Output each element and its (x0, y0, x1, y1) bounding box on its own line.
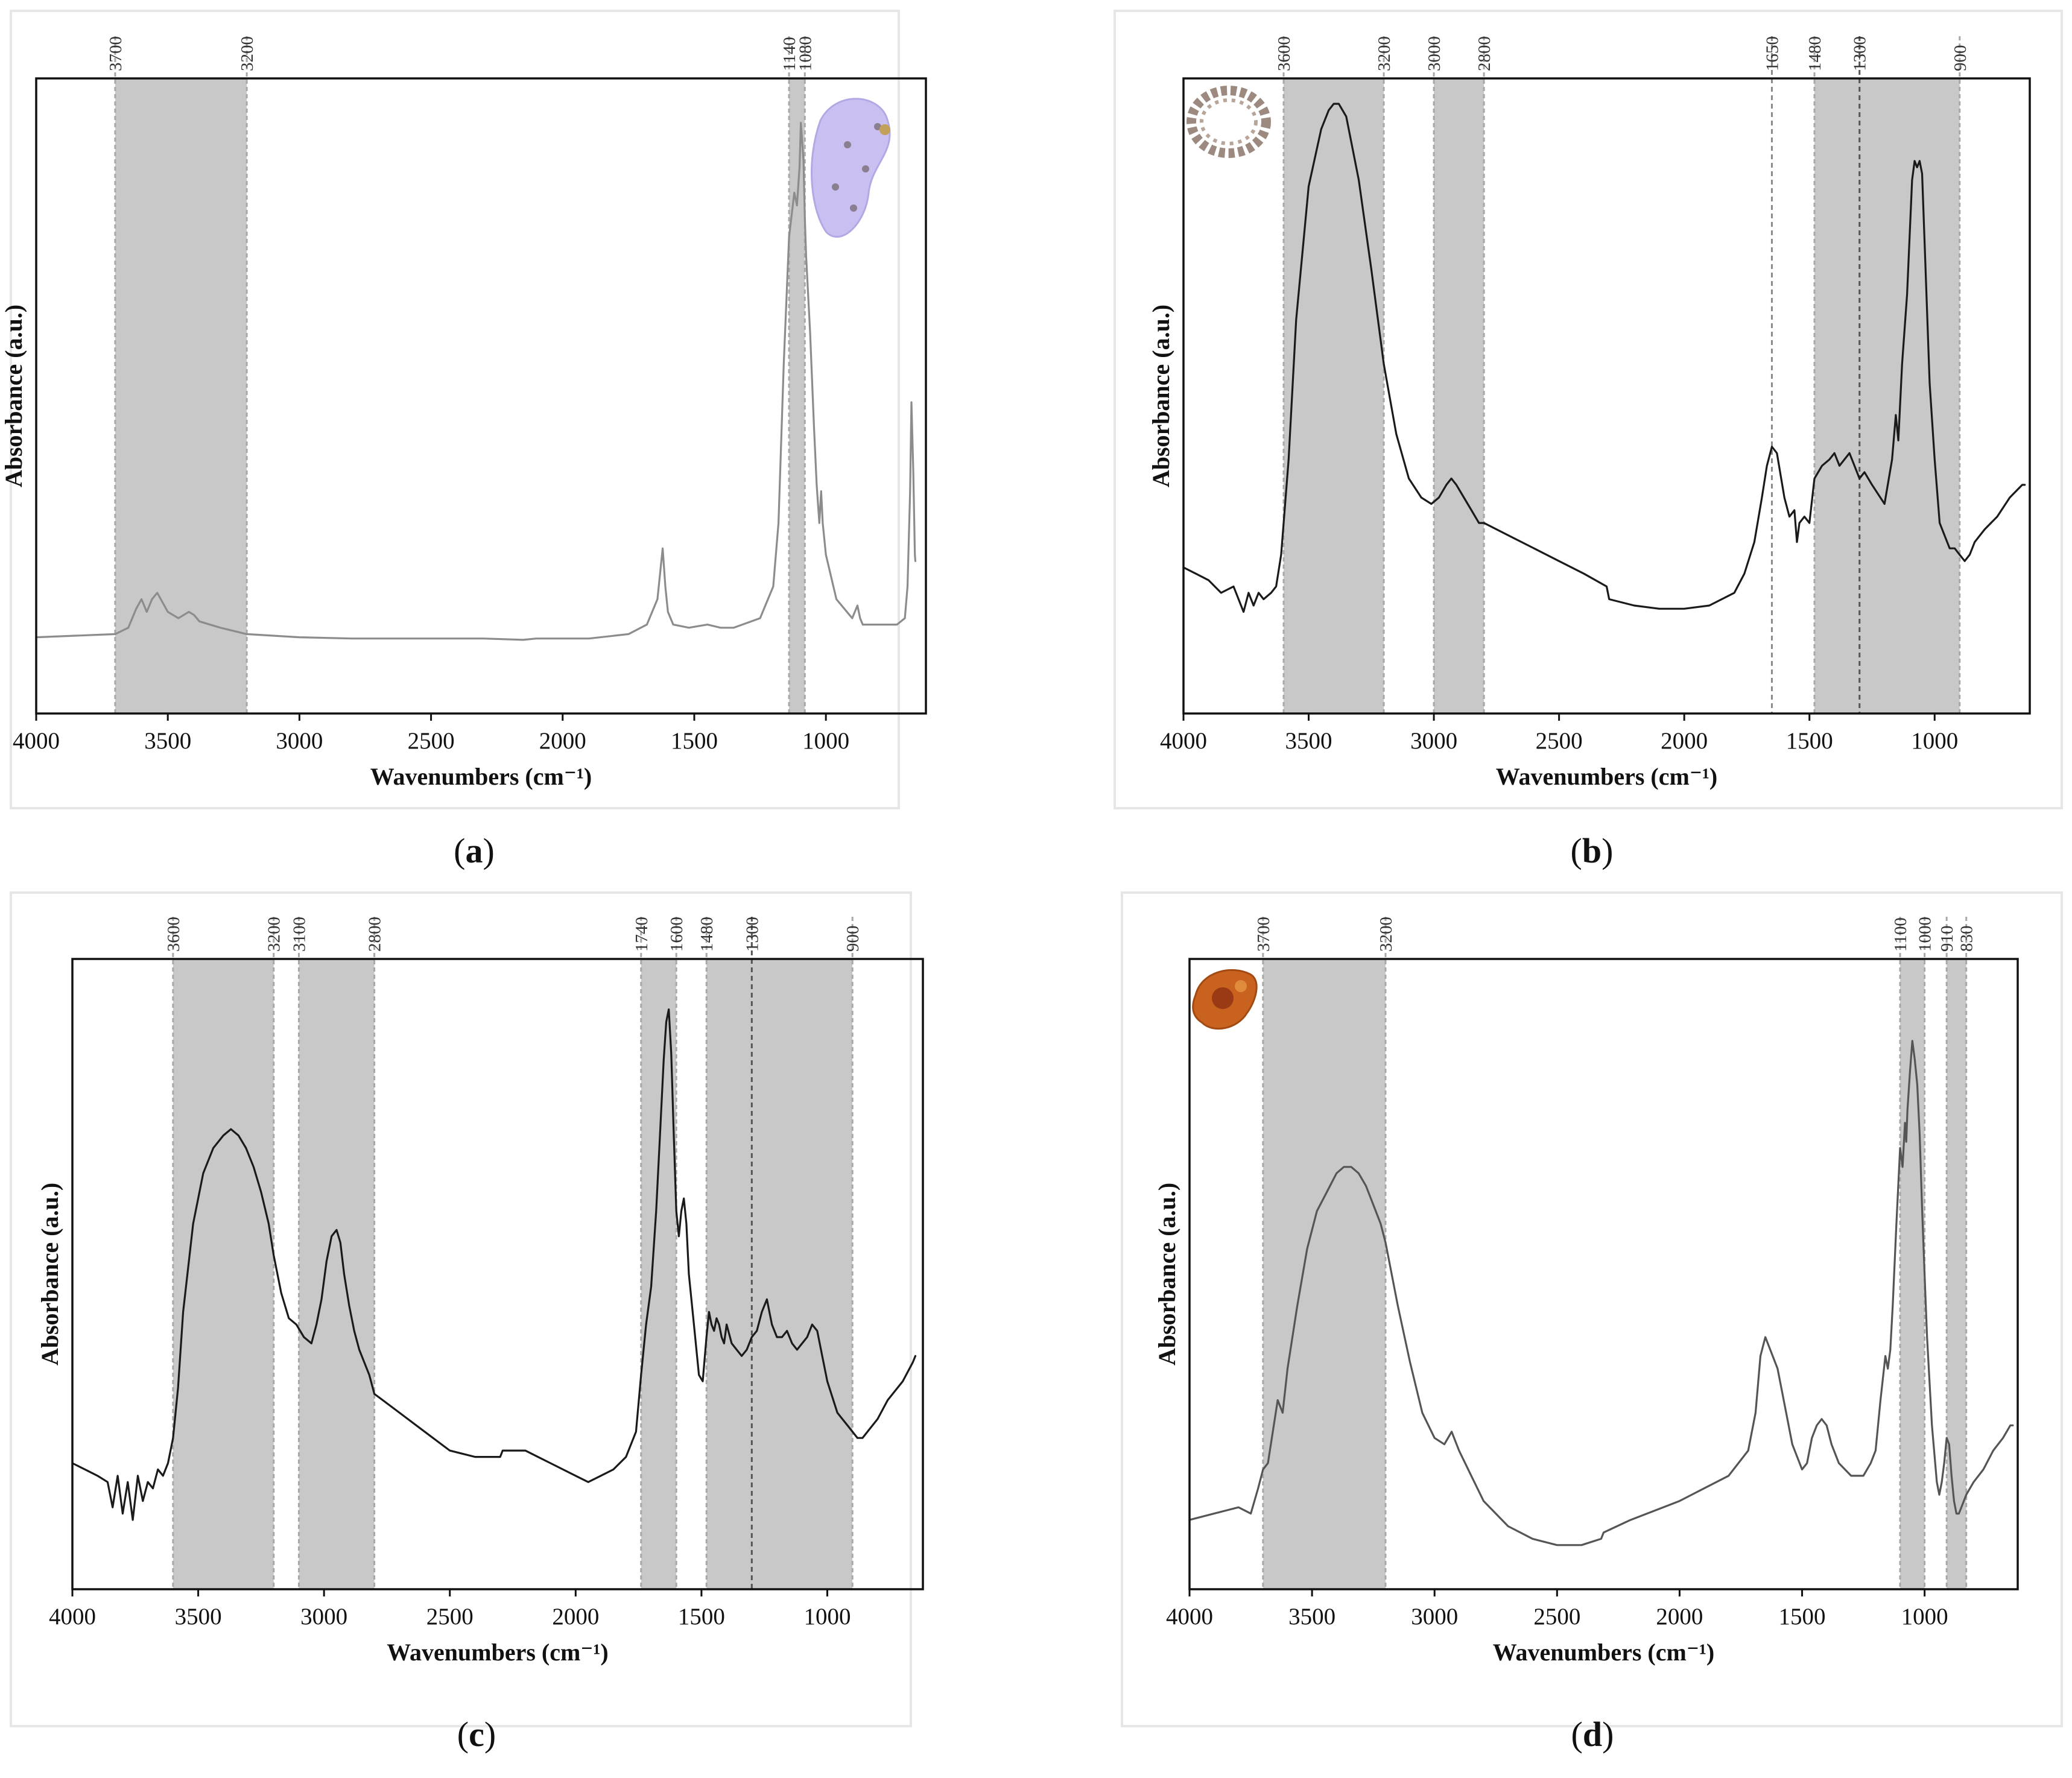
panel-caption: (a) (454, 831, 495, 870)
band-boundary-label: 3700 (1254, 917, 1273, 952)
x-tick-label: 2500 (408, 728, 455, 754)
shaded-band (706, 959, 853, 1589)
x-tick-label: 1500 (671, 728, 718, 754)
shaded-band (1434, 78, 1484, 713)
band-boundary-label: 3200 (1375, 36, 1394, 71)
x-tick-label: 2000 (552, 1604, 599, 1630)
x-axis-title: Wavenumbers (cm⁻¹) (387, 1639, 609, 1666)
x-tick-label: 1000 (803, 1604, 851, 1630)
x-tick-label: 2000 (1656, 1604, 1703, 1630)
band-boundary-label: 1600 (667, 917, 686, 952)
band-boundary-label: 900 (843, 926, 863, 952)
band-boundary-label: 1480 (1805, 36, 1825, 71)
panel-c: 3600 3200 3100 2800 1740 1600 1480 900 1300 4000 3… (10, 891, 924, 1754)
panel-caption: (b) (1571, 831, 1614, 870)
shaded-band (1900, 959, 1925, 1589)
x-tick-label: 4000 (13, 728, 60, 754)
x-tick-label: 3500 (1288, 1604, 1335, 1630)
panel-b: 3600 3200 3000 2800 1480 900 1650 1300 4000 3500 3… (1114, 10, 2063, 870)
plot-area (35, 77, 927, 715)
x-tick-label: 1000 (802, 728, 849, 754)
band-boundary-label: 900 (1951, 45, 1970, 72)
panel-letter: a (466, 831, 483, 870)
y-axis-title: Absorbance (a.u.) (0, 305, 27, 487)
x-tick-label: 1500 (1786, 728, 1833, 754)
panel-letter: d (1583, 1715, 1602, 1754)
band-boundary-label: 1080 (796, 36, 815, 71)
shaded-band (1947, 959, 1966, 1589)
sample-photo (1186, 86, 1271, 158)
x-tick-label: 2500 (1536, 728, 1583, 754)
x-tick-label: 2000 (539, 728, 586, 754)
x-tick-label: 3500 (175, 1604, 222, 1630)
x-tick-label: 3000 (300, 1604, 347, 1630)
x-tick-label: 1000 (1901, 1604, 1948, 1630)
x-axis-title: Wavenumbers (cm⁻¹) (370, 763, 592, 790)
band-boundary-label: 3600 (1275, 36, 1294, 71)
plot-area (1182, 77, 2031, 715)
shaded-band (641, 959, 677, 1589)
marker-label: 1300 (1851, 36, 1870, 71)
sample-photo (811, 98, 891, 238)
band-boundary-label: 1100 (1891, 917, 1910, 952)
x-tick-label: 4000 (49, 1604, 96, 1630)
shaded-band (299, 959, 375, 1589)
band-boundary-label: 2800 (366, 917, 385, 952)
marker-label: 1300 (743, 917, 762, 952)
x-tick-label: 1500 (678, 1604, 725, 1630)
shaded-band (1284, 78, 1384, 713)
band-boundary-label: 3200 (265, 917, 284, 952)
shaded-band (1263, 959, 1386, 1589)
marker-label: 1650 (1763, 36, 1782, 71)
y-axis-title: Absorbance (a.u.) (36, 1183, 63, 1365)
band-boundary-label: 3600 (164, 917, 183, 952)
spectrum-line (1188, 1040, 2014, 1546)
spectrum-line (35, 122, 917, 641)
shaded-band (789, 78, 805, 713)
x-tick-label: 3000 (276, 728, 323, 754)
band-boundary-label: 3700 (106, 36, 125, 71)
x-tick-label: 2500 (1533, 1604, 1580, 1630)
panel-caption: (c) (457, 1715, 496, 1754)
plot-area (71, 958, 924, 1590)
band-boundary-label: 1000 (1916, 917, 1935, 952)
x-tick-label: 4000 (1160, 728, 1207, 754)
x-tick-label: 3500 (144, 728, 191, 754)
shaded-band (1814, 78, 1960, 713)
panel-letter: b (1582, 831, 1602, 870)
x-axis-title: Wavenumbers (cm⁻¹) (1493, 1639, 1715, 1666)
x-tick-label: 3500 (1285, 728, 1332, 754)
x-tick-label: 2500 (426, 1604, 474, 1630)
band-boundary-label: 1140 (780, 37, 799, 71)
sample-photo (1192, 969, 1258, 1030)
shaded-band (115, 78, 247, 713)
band-boundary-label: 830 (1957, 926, 1977, 952)
x-tick-label: 3000 (1411, 1604, 1458, 1630)
band-boundary-label: 2800 (1475, 36, 1494, 71)
x-tick-label: 1000 (1911, 728, 1958, 754)
plot-area (1188, 958, 2019, 1590)
band-boundary-label: 1480 (697, 917, 717, 952)
y-axis-title: Absorbance (a.u.) (1147, 305, 1174, 487)
y-axis-title: Absorbance (a.u.) (1153, 1183, 1180, 1365)
panel-letter: c (469, 1715, 484, 1754)
x-tick-label: 4000 (1166, 1604, 1213, 1630)
x-axis-title: Wavenumbers (cm⁻¹) (1496, 763, 1718, 790)
x-tick-label: 1500 (1779, 1604, 1826, 1630)
spectrum-line (71, 1008, 917, 1521)
band-boundary-label: 1740 (632, 917, 651, 952)
shaded-band (173, 959, 274, 1589)
band-boundary-label: 3000 (1425, 36, 1444, 71)
panel-caption: (d) (1571, 1715, 1614, 1754)
x-tick-label: 2000 (1661, 728, 1708, 754)
band-boundary-label: 3200 (238, 36, 257, 71)
x-tick-label: 3000 (1410, 728, 1457, 754)
band-boundary-label: 910 (1937, 926, 1957, 952)
spectrum-line (1182, 103, 2026, 613)
band-boundary-label: 3100 (290, 917, 309, 952)
band-boundary-label: 3200 (1377, 917, 1396, 952)
